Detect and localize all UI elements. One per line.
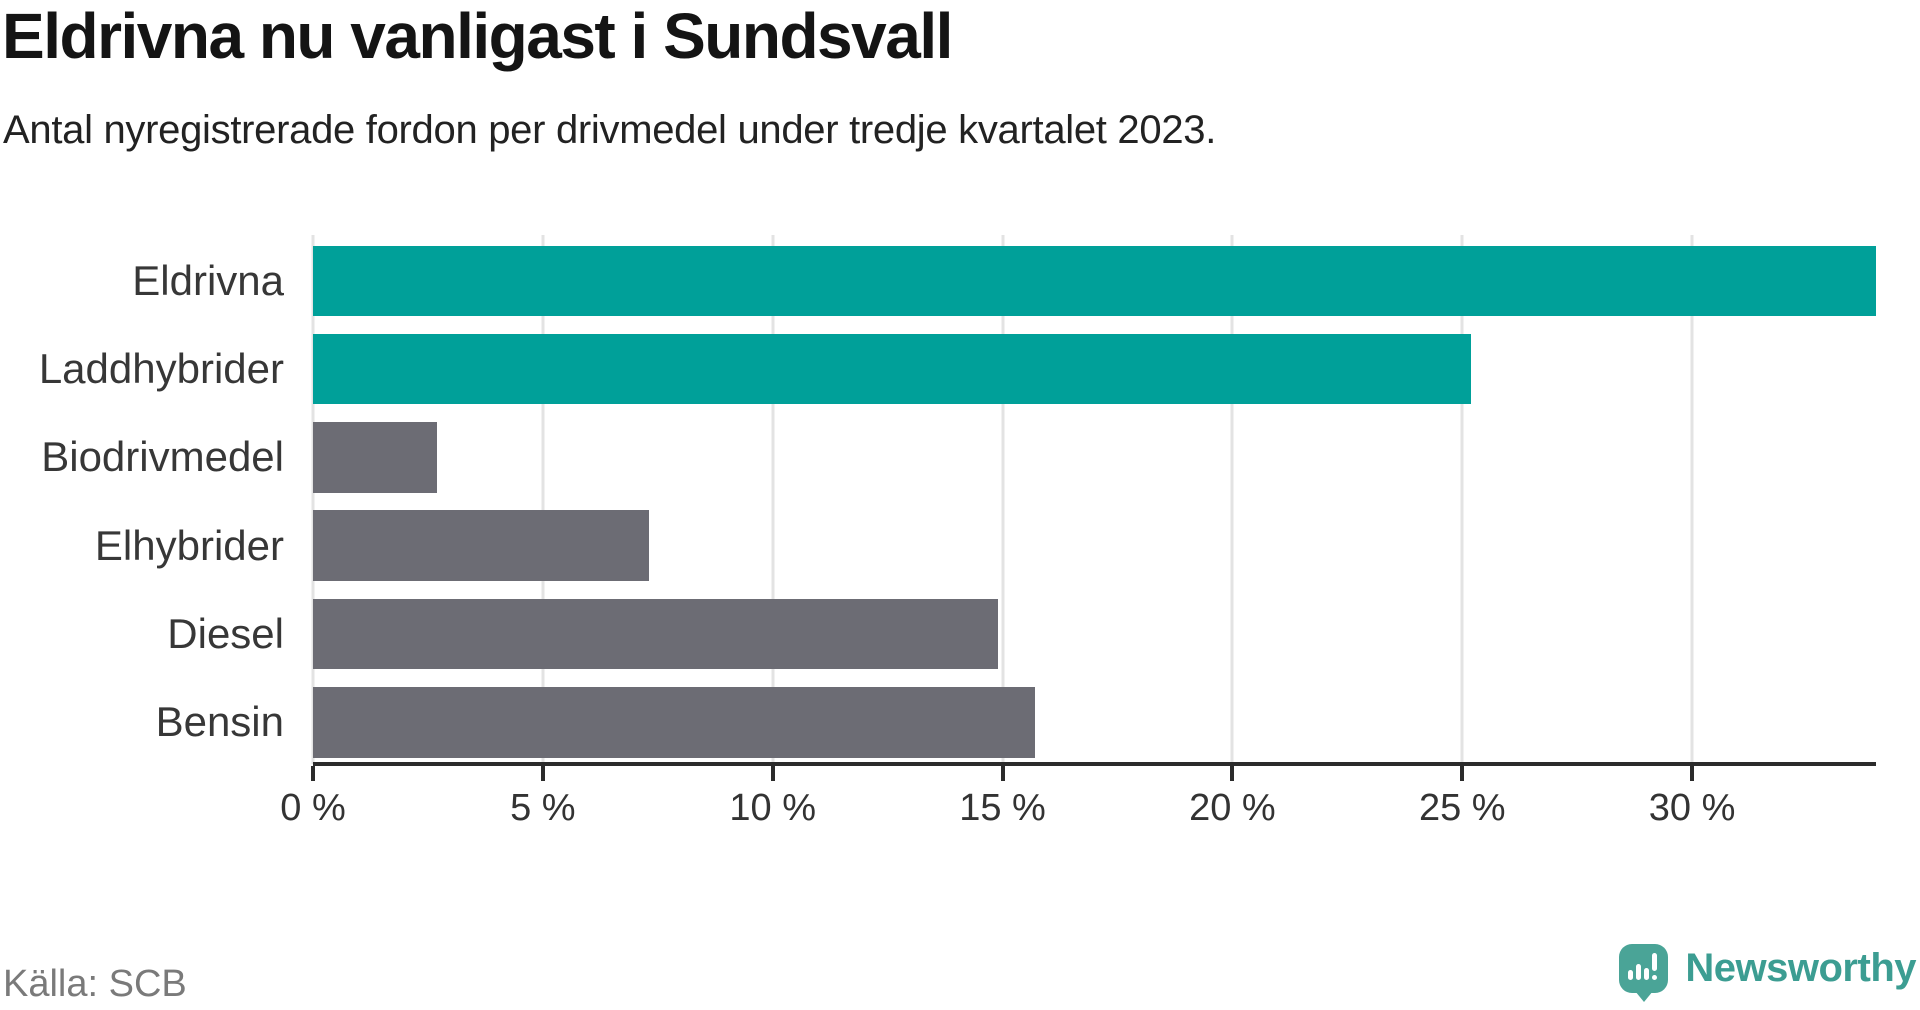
chart-subtitle: Antal nyregistrerade fordon per drivmede…: [3, 108, 1217, 152]
x-axis-tick: [1690, 766, 1695, 781]
gridline: [541, 235, 545, 764]
gridline: [311, 235, 315, 764]
category-label: Biodrivmedel: [41, 433, 284, 481]
category-label: Bensin: [155, 698, 284, 746]
x-axis-tick: [1230, 766, 1235, 781]
logo-exclamation-icon: [1652, 953, 1658, 971]
bar-eldrivna: [313, 245, 1876, 316]
x-axis-tick-label: 25 %: [1418, 787, 1506, 829]
x-axis-tick: [1000, 766, 1005, 781]
gridline: [1460, 235, 1464, 764]
bar-diesel: [313, 598, 998, 670]
x-axis-tick: [540, 766, 545, 781]
gridline: [1230, 235, 1234, 764]
x-axis-tick-label: 10 %: [729, 787, 817, 829]
bar-biodrivmedel: [313, 422, 438, 493]
gridline: [1690, 235, 1694, 764]
y-axis-labels: Eldrivna Laddhybrider Biodrivmedel Elhybrid…: [0, 235, 284, 764]
newsworthy-logo-icon: [1619, 944, 1669, 1002]
category-label: Elhybrider: [94, 521, 284, 569]
gridline: [1001, 235, 1005, 764]
bar-laddhybrider: [313, 333, 1472, 405]
logo-speech-tail: [1635, 991, 1654, 1002]
x-axis-tick: [770, 766, 775, 781]
newsworthy-logo: Newsworthy: [1619, 944, 1916, 1002]
category-label: Laddhybrider: [38, 345, 284, 393]
x-axis-tick-label: 30 %: [1648, 787, 1736, 829]
category-label: Eldrivna: [132, 256, 284, 304]
x-axis-line: [313, 762, 1876, 766]
plot-area: 0 % 5 % 10 % 15 % 20 % 25 % 30 %: [280, 235, 1876, 829]
gridline: [771, 235, 775, 764]
category-label: Diesel: [167, 609, 284, 657]
bar-elhybrider: [313, 510, 649, 581]
chart-title: Eldrivna nu vanligast i Sundsvall: [2, 0, 953, 72]
x-axis-tick-label: 20 %: [1189, 787, 1276, 829]
logo-bar-chart-icon: [1628, 970, 1634, 980]
x-axis-tick-label: 15 %: [959, 787, 1046, 829]
source-note: Källa: SCB: [3, 963, 187, 1005]
x-axis-tick-label: 5 %: [510, 787, 576, 829]
x-axis-tick: [311, 766, 315, 781]
x-axis-tick: [1460, 766, 1465, 781]
newsworthy-wordmark: Newsworthy: [1685, 946, 1916, 990]
bar-bensin: [313, 687, 1035, 758]
x-axis-tick-label: 0 %: [280, 787, 346, 829]
